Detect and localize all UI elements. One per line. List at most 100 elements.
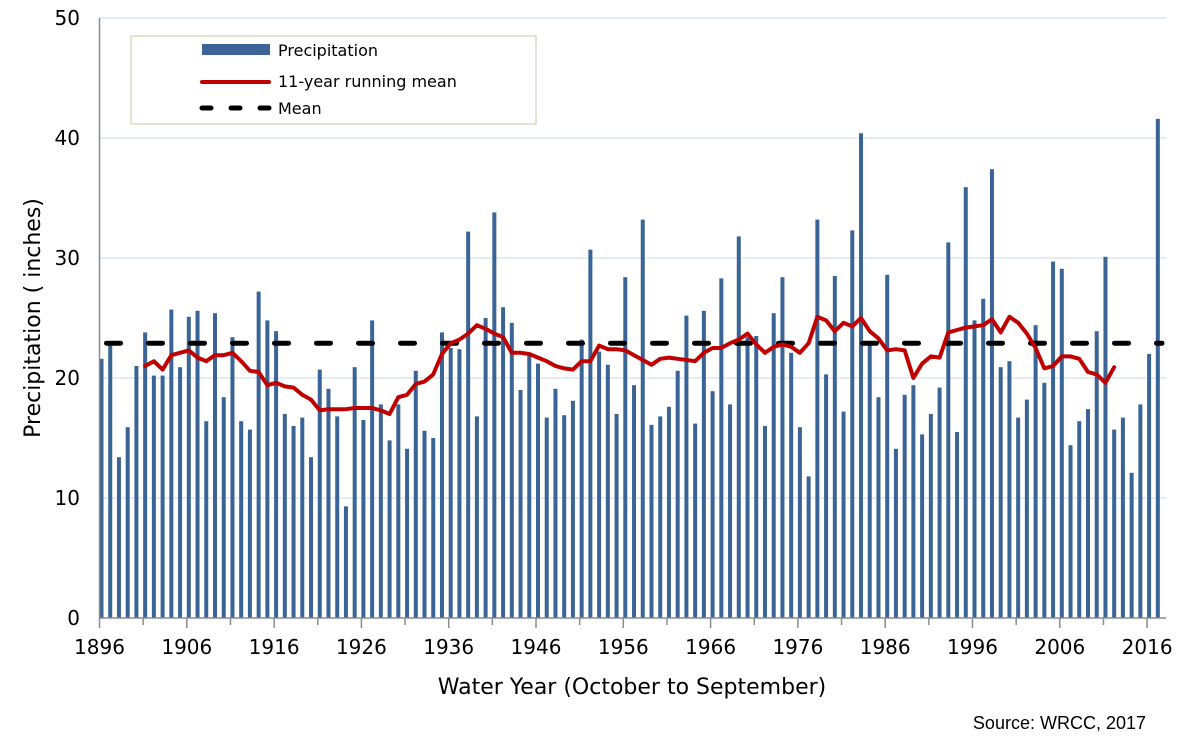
bar-1993 xyxy=(946,242,951,618)
bar-1924 xyxy=(343,506,348,618)
bar-1945 xyxy=(527,352,532,618)
running-mean-line xyxy=(143,314,1117,416)
bar-2001 xyxy=(1016,417,1021,618)
bar-1950 xyxy=(570,400,575,618)
bar-1983 xyxy=(859,133,864,618)
bar-1910 xyxy=(221,397,226,618)
bar-1967 xyxy=(719,278,724,618)
legend: Precipitation 11-year running mean Mean xyxy=(130,35,537,125)
source-note: Source: WRCC, 2017 xyxy=(972,713,1146,733)
bar-1961 xyxy=(666,406,671,618)
bar-1987 xyxy=(893,448,898,618)
bar-2014 xyxy=(1129,472,1134,618)
bar-1984 xyxy=(867,343,872,618)
bar-1994 xyxy=(955,432,960,618)
bar-1969 xyxy=(736,236,741,618)
bar-1905 xyxy=(178,367,183,618)
bar-1932 xyxy=(413,370,418,618)
bar-1928 xyxy=(378,404,383,618)
bar-2012 xyxy=(1112,429,1117,618)
bar-1968 xyxy=(728,404,733,618)
bar-1931 xyxy=(405,448,410,618)
bar-1956 xyxy=(623,277,628,618)
bar-2004 xyxy=(1042,382,1047,618)
bar-1918 xyxy=(291,426,296,618)
bar-2002 xyxy=(1024,399,1029,618)
bar-2003 xyxy=(1033,325,1038,618)
y-tick-label: 40 xyxy=(55,126,80,150)
bar-1914 xyxy=(256,291,261,618)
bar-1980 xyxy=(832,276,837,618)
bar-1936 xyxy=(448,348,453,618)
y-tick-labels: 0 10 20 30 40 50 xyxy=(55,6,80,630)
bar-1977 xyxy=(806,476,811,618)
bar-2000 xyxy=(1007,361,1012,618)
bar-1946 xyxy=(536,363,540,618)
bar-1992 xyxy=(937,387,942,618)
bar-1916 xyxy=(274,331,279,618)
bar-1900 xyxy=(134,366,139,618)
bar-1930 xyxy=(396,404,401,618)
bar-1960 xyxy=(658,416,663,618)
bar-1991 xyxy=(928,414,933,618)
bar-1959 xyxy=(649,424,654,618)
bar-2017 xyxy=(1155,118,1160,619)
bar-1955 xyxy=(614,414,619,618)
bar-1995 xyxy=(963,187,968,618)
x-tick-label: 1966 xyxy=(685,635,736,659)
x-tick-labels: 1896 1906 1916 1926 1936 1946 1956 1966 1976 1986… xyxy=(74,635,1173,659)
bar-1954 xyxy=(605,364,610,618)
bar-1981 xyxy=(841,411,846,618)
bar-1906 xyxy=(186,316,191,618)
bar-1998 xyxy=(989,169,994,618)
bar-1988 xyxy=(902,394,907,618)
x-tick-label: 1936 xyxy=(423,635,474,659)
bar-1978 xyxy=(815,219,820,618)
y-tick-label: 50 xyxy=(55,6,80,30)
x-tick-label: 1906 xyxy=(161,635,212,659)
precipitation-bars xyxy=(99,118,1160,619)
legend-label-mean: Mean xyxy=(278,99,322,118)
legend-label-precipitation: Precipitation xyxy=(278,41,378,60)
bar-1970 xyxy=(745,337,750,618)
bar-2011 xyxy=(1103,256,1108,618)
bar-1963 xyxy=(684,315,689,618)
x-tick-label: 2016 xyxy=(1122,635,1173,659)
bar-1934 xyxy=(431,438,436,618)
bar-1972 xyxy=(762,426,767,618)
x-tick-label: 1976 xyxy=(772,635,823,659)
legend-label-running-mean: 11-year running mean xyxy=(278,72,457,91)
bar-1904 xyxy=(169,309,174,618)
bar-1973 xyxy=(771,313,776,618)
bar-1997 xyxy=(981,298,986,618)
bar-1947 xyxy=(544,417,549,618)
bar-1937 xyxy=(457,349,462,618)
bar-1952 xyxy=(588,249,593,618)
bar-2016 xyxy=(1147,354,1152,618)
bar-1933 xyxy=(422,430,427,618)
bar-2008 xyxy=(1077,421,1082,618)
axes xyxy=(98,18,1166,628)
bar-1902 xyxy=(151,375,156,618)
bar-1941 xyxy=(492,212,497,618)
bar-1907 xyxy=(195,310,200,618)
x-axis-title: Water Year (October to September) xyxy=(438,675,826,700)
x-tick-label: 1956 xyxy=(598,635,649,659)
y-tick-label: 10 xyxy=(55,486,80,510)
bar-1901 xyxy=(143,332,148,618)
bar-2010 xyxy=(1094,331,1099,618)
bar-1990 xyxy=(920,434,925,618)
x-tick-label: 1896 xyxy=(74,635,125,659)
bar-1986 xyxy=(885,274,890,618)
bar-1896 xyxy=(99,358,104,618)
bar-1923 xyxy=(335,416,340,618)
bar-1989 xyxy=(911,385,916,618)
bar-1915 xyxy=(265,320,270,618)
bar-1935 xyxy=(439,332,444,618)
bar-1944 xyxy=(518,390,523,618)
bar-1966 xyxy=(710,391,715,618)
bar-1911 xyxy=(230,337,235,618)
bar-1949 xyxy=(562,415,567,618)
bar-1982 xyxy=(850,230,855,618)
